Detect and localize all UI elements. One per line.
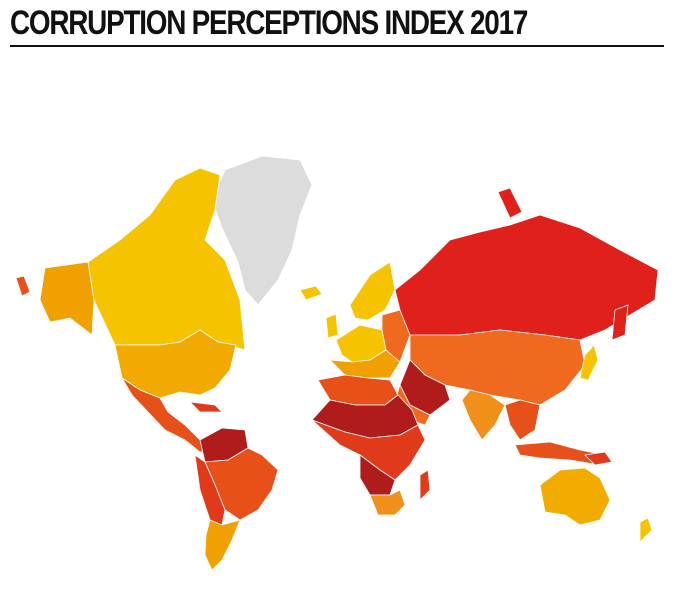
uk [325, 313, 339, 339]
andes [194, 454, 226, 526]
title-rule [10, 45, 664, 47]
chile-argentina [204, 519, 241, 571]
australia [539, 467, 611, 526]
scandinavia [349, 261, 396, 321]
title: CORRUPTION PERCEPTIONS INDEX 2017 [10, 4, 528, 42]
indonesia [514, 441, 606, 466]
southern-africa [369, 489, 406, 516]
central-africa [311, 419, 426, 481]
iceland [299, 285, 323, 301]
papua [584, 451, 613, 466]
kamchatka [611, 304, 629, 341]
siberia-island [497, 187, 523, 219]
japan [579, 344, 599, 381]
india [461, 389, 506, 441]
caribbean [188, 401, 223, 413]
madagascar [419, 469, 431, 501]
greenland [211, 155, 313, 306]
aleutians [15, 275, 31, 297]
alaska [39, 261, 95, 336]
new-zealand [639, 517, 653, 543]
southeast-asia [504, 399, 541, 441]
